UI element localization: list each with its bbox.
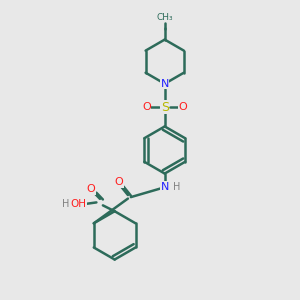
Text: O: O: [87, 184, 95, 194]
Text: N: N: [160, 182, 169, 192]
Text: OH: OH: [71, 199, 87, 209]
Text: H: H: [173, 182, 181, 192]
Text: H: H: [62, 199, 70, 209]
Text: N: N: [160, 79, 169, 89]
Text: O: O: [178, 102, 188, 112]
Text: CH₃: CH₃: [156, 13, 173, 22]
Text: O: O: [115, 177, 124, 188]
Text: O: O: [142, 102, 151, 112]
Text: S: S: [161, 101, 169, 114]
